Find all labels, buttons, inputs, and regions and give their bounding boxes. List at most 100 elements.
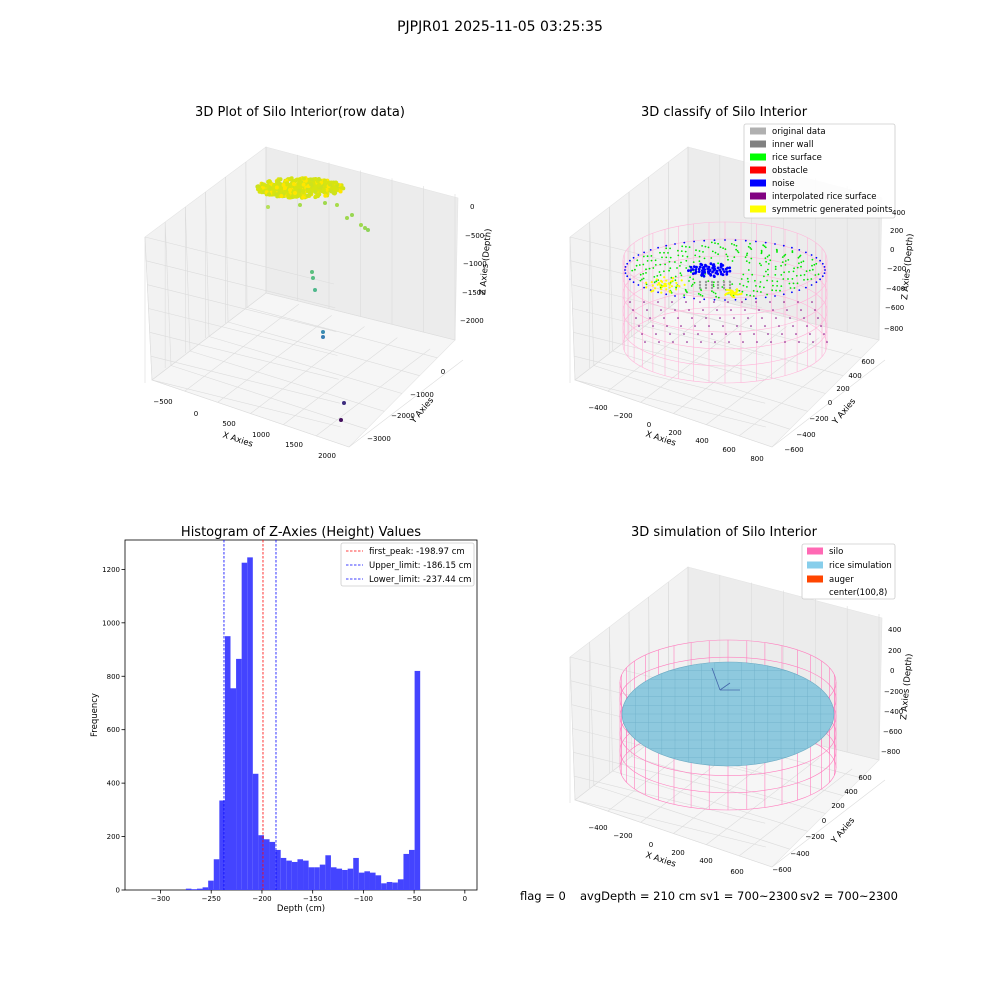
noise-point [815, 281, 818, 284]
legend-swatch [750, 140, 766, 148]
legend-label: original data [772, 127, 826, 137]
y-axis-label: Y Axies [830, 396, 858, 427]
noise-point [721, 267, 725, 271]
legend-entry: silo [807, 547, 843, 557]
data-point [274, 192, 279, 197]
noise-point [744, 239, 747, 242]
data-point [363, 226, 367, 230]
legend-label: rice simulation [829, 561, 892, 571]
grid-line [148, 308, 338, 356]
interpolated-point [719, 317, 721, 319]
data-point [350, 213, 354, 217]
legend: silo rice simulation auger center(100,8) [801, 543, 896, 600]
z-tick-label: −800 [881, 748, 900, 756]
rice-surface-point [659, 251, 661, 254]
rice-surface-point [771, 280, 774, 282]
rice-surface-point [766, 279, 768, 282]
legend-entry: Upper_limit: -186.15 cm [346, 561, 472, 571]
rice-surface-point [680, 261, 682, 264]
x-tick-label: 600 [722, 446, 735, 454]
rice-surface-point [752, 295, 755, 297]
rice-surface-point [726, 255, 729, 258]
symmetric-point [665, 279, 668, 282]
data-point [267, 179, 272, 184]
data-point [366, 228, 370, 232]
noise-point [694, 270, 698, 274]
data-point [283, 186, 287, 190]
interpolated-point [739, 333, 741, 335]
histogram-bar [369, 872, 376, 890]
histogram-bar [252, 773, 259, 890]
rice-surface-point [764, 257, 767, 260]
rice-surface-point [692, 261, 695, 263]
rice-surface-point [766, 255, 769, 258]
symmetric-point [660, 288, 663, 291]
rice-surface-point [775, 248, 778, 251]
rice-surface-point [707, 246, 710, 249]
data-point [265, 184, 270, 188]
interpolated-point [666, 325, 668, 327]
rice-surface-point [677, 249, 679, 252]
rice-surface-point [745, 254, 748, 256]
rice-surface-point [817, 273, 820, 276]
histogram-bar [358, 872, 365, 890]
rice-surface-point [742, 284, 745, 287]
data-point [297, 193, 302, 198]
rice-surface-point [745, 260, 748, 262]
x-tick-labels: −500 0 500 1000 1500 2000 [153, 398, 336, 460]
rice-surface-point [724, 248, 727, 251]
rice-surface-point [714, 251, 717, 254]
rice-surface-point [638, 264, 641, 266]
rice-surface-point [793, 287, 796, 289]
data-point [297, 188, 302, 193]
grid-line [593, 365, 790, 430]
grid-line [146, 260, 336, 309]
interpolated-point [826, 341, 828, 343]
rice-surface-point [631, 269, 634, 272]
rice-surface-point [669, 256, 672, 259]
symmetric-point [727, 288, 731, 292]
grid-line [147, 284, 337, 332]
noise-point [774, 295, 776, 297]
interpolated-point [753, 333, 755, 335]
grid-line [589, 221, 595, 366]
interpolated-point [792, 325, 794, 327]
rice-surface-point [646, 255, 649, 258]
data-point [267, 192, 271, 197]
rice-surface-point [755, 285, 757, 287]
data-point [335, 203, 339, 207]
rice-surface-point [747, 245, 750, 248]
interpolated-point [660, 309, 662, 311]
rice-surface-point [747, 280, 750, 283]
noise-point [706, 270, 710, 274]
grid-line [771, 359, 886, 448]
grid-line [205, 191, 210, 337]
status-bar: flag = 0 avgDepth = 210 cm sv1 = 700~230… [520, 889, 898, 903]
noise-point [805, 286, 807, 289]
grid-line [189, 350, 385, 412]
rice-simulation-surface [621, 661, 835, 767]
rice-surface-point [739, 283, 741, 285]
interpolated-point [784, 341, 786, 343]
y-tick-label: −600 [772, 866, 791, 874]
rice-surface-point [689, 276, 691, 279]
noise-point [624, 266, 627, 268]
interpolated-point [649, 317, 651, 319]
rice-surface-point [758, 262, 761, 265]
interpolated-point [797, 301, 799, 303]
noise-point [693, 297, 695, 300]
x-tick-label: −250 [202, 895, 221, 903]
data-point [314, 194, 319, 199]
interpolated-point [705, 317, 707, 319]
grid-line [569, 236, 762, 285]
legend-swatch [750, 153, 766, 161]
rice-surface-point [798, 262, 800, 265]
rice-surface-point [707, 280, 710, 282]
histogram-bar [381, 883, 387, 890]
y-tick-label: 600 [107, 726, 120, 734]
rice-surface-point [772, 284, 774, 287]
grid-line [217, 315, 332, 403]
rice-surface-point [693, 281, 696, 284]
legend-entry: rice simulation [807, 561, 892, 571]
rice-surface-point [735, 244, 738, 247]
